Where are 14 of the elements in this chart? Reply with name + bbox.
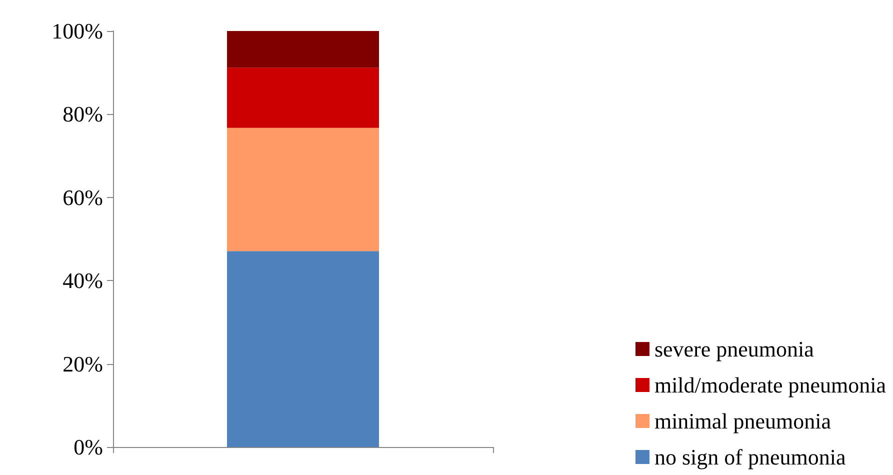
y-tick-label: 100% xyxy=(52,18,103,44)
y-tick-label: 40% xyxy=(62,268,103,294)
y-tick-label: 80% xyxy=(62,102,103,127)
bar xyxy=(227,68,379,128)
legend-label: mild/moderate pneumonia xyxy=(654,372,886,398)
y-tick-label: 60% xyxy=(62,184,103,210)
bar xyxy=(227,128,379,252)
y-tick-label: 20% xyxy=(62,351,103,376)
bar xyxy=(227,31,379,68)
bar xyxy=(227,251,379,447)
y-tick-label: 0% xyxy=(74,434,103,460)
legend-label: minimal pneumonia xyxy=(654,408,832,434)
legend-label: no sign of pneumonia xyxy=(654,444,846,470)
legend-label: severe pneumonia xyxy=(654,336,814,362)
